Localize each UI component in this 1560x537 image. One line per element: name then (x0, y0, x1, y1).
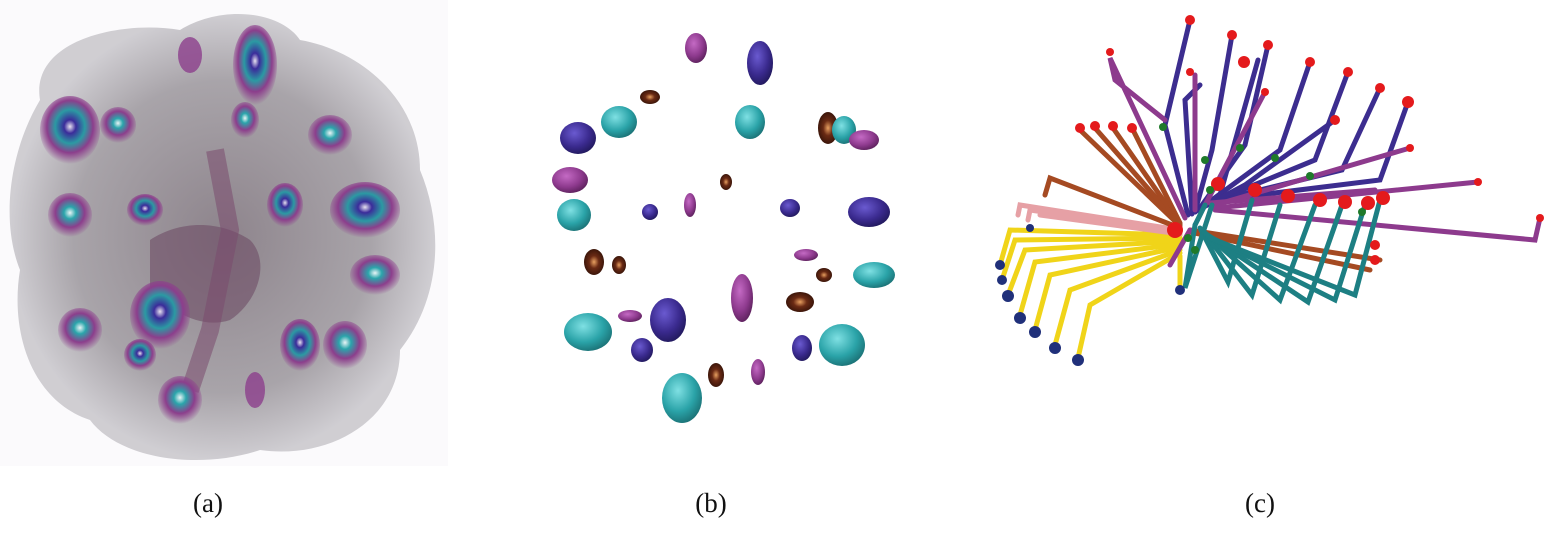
feature-tree-image (990, 0, 1560, 466)
isosurface-features (552, 33, 895, 423)
caption-a: (a) (193, 488, 223, 518)
feature-blobs (40, 25, 400, 424)
volume-rendering-image (0, 0, 448, 466)
graph-nodes (995, 15, 1544, 366)
graph-edges (997, 17, 1543, 361)
caption-b: (b) (695, 488, 727, 518)
panel-c (990, 0, 1560, 466)
panel-b (484, 0, 954, 466)
isosurface-image (484, 0, 954, 466)
panel-a (0, 0, 448, 466)
caption-c: (c) (1245, 488, 1275, 518)
